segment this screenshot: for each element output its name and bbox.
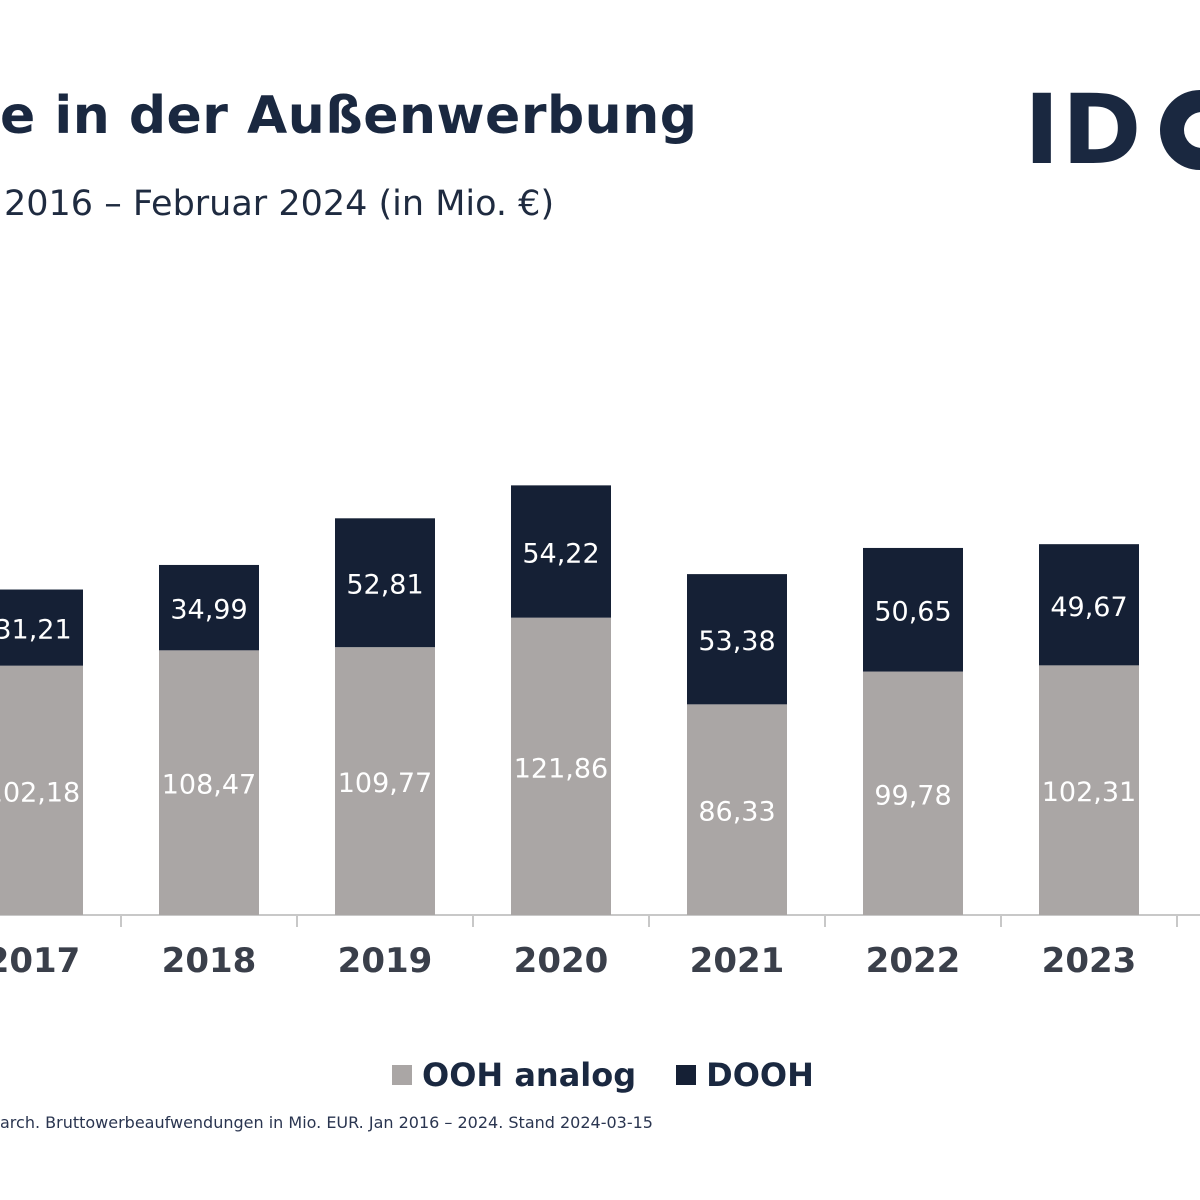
data-label-dooh-2017: 31,21 xyxy=(0,615,72,646)
legend-label-dooh: DOOH xyxy=(706,1056,814,1094)
bar-dooh-2019 xyxy=(335,518,435,648)
legend-swatch-analog xyxy=(392,1065,412,1085)
legend-label-analog: OOH analog xyxy=(422,1056,637,1094)
bar-dooh-2021 xyxy=(687,574,787,705)
logo-mark-icon xyxy=(1160,90,1200,170)
bar-dooh-2022 xyxy=(863,547,963,672)
chart-legend: OOH analog DOOH xyxy=(392,1056,840,1094)
data-label-dooh-2019: 52,81 xyxy=(346,570,423,601)
bar-dooh-2017 xyxy=(0,589,83,666)
legend-swatch-dooh xyxy=(676,1065,697,1085)
bar-dooh-2020 xyxy=(511,485,611,618)
data-label-analog-2023: 102,31 xyxy=(1042,777,1136,808)
x-tick-label-2019: 2019 xyxy=(338,941,433,981)
x-tick-label-2021: 2021 xyxy=(690,941,785,981)
data-label-analog-2017: 102,18 xyxy=(0,777,80,808)
logo-text: ID xyxy=(1024,74,1144,186)
source-note: arch. Bruttowerbeaufwendungen in Mio. EU… xyxy=(0,1113,653,1132)
chart-title: e in der Außenwerbung xyxy=(0,86,698,146)
bar-dooh-2023 xyxy=(1039,544,1139,666)
data-label-dooh-2018: 34,99 xyxy=(170,595,247,626)
x-tick-label-2017: 2017 xyxy=(0,941,80,981)
data-label-dooh-2022: 50,65 xyxy=(874,597,951,628)
bar-dooh-2018 xyxy=(159,564,259,651)
data-label-analog-2021: 86,33 xyxy=(698,797,775,828)
x-tick-label-2020: 2020 xyxy=(514,941,609,981)
data-label-dooh-2020: 54,22 xyxy=(522,539,599,570)
data-label-dooh-2023: 49,67 xyxy=(1050,592,1127,623)
legend-item-dooh: DOOH xyxy=(676,1056,814,1094)
x-tick-label-2022: 2022 xyxy=(866,941,961,981)
data-label-dooh-2021: 53,38 xyxy=(698,626,775,657)
brand-logo: ID xyxy=(1010,80,1200,180)
legend-item-analog: OOH analog xyxy=(392,1056,636,1094)
bar-analog-2020 xyxy=(511,617,611,915)
bar-analog-2023 xyxy=(1039,665,1139,915)
data-label-analog-2022: 99,78 xyxy=(874,780,951,811)
bar-analog-2019 xyxy=(335,647,435,915)
data-label-analog-2019: 109,77 xyxy=(338,768,432,799)
data-label-analog-2018: 108,47 xyxy=(162,770,256,801)
x-tick-label-2018: 2018 xyxy=(162,941,257,981)
bar-analog-2021 xyxy=(687,704,787,915)
stacked-bar-chart: 102,18 31,21 2017 108,47 34,99 2018 109,77 52,8… xyxy=(0,485,1200,981)
chart-subtitle: 2016 – Februar 2024 (in Mio. €) xyxy=(4,184,555,224)
data-label-analog-2020: 121,86 xyxy=(514,753,608,784)
x-tick-label-2023: 2023 xyxy=(1042,941,1137,981)
bar-analog-2022 xyxy=(863,671,963,915)
bar-analog-2018 xyxy=(159,650,259,915)
bar-analog-2017 xyxy=(0,665,83,915)
